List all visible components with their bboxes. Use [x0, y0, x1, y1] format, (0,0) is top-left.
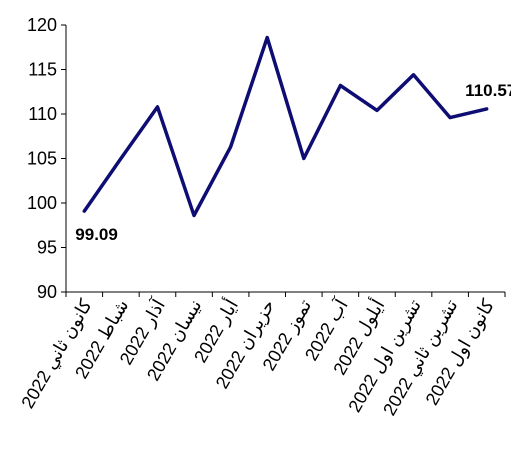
y-tick-label: 105	[27, 149, 57, 169]
y-tick-label: 100	[27, 193, 57, 213]
y-tick-label: 110	[28, 104, 57, 124]
data-point	[375, 109, 379, 112]
data-point	[119, 157, 123, 160]
data-point	[192, 214, 196, 217]
y-tick-label: 95	[37, 238, 57, 258]
data-label: 99.09	[75, 225, 118, 244]
data-point	[485, 107, 488, 111]
data-point	[83, 209, 86, 213]
y-tick-label: 90	[37, 282, 57, 302]
data-point	[229, 145, 232, 149]
data-point	[412, 73, 415, 77]
data-labels: 99.09 110.57	[75, 81, 511, 244]
data-label: 110.57	[465, 81, 511, 100]
data-point	[302, 157, 305, 160]
data-point	[448, 116, 452, 119]
series-group	[82, 35, 489, 218]
series-line	[82, 35, 489, 218]
data-point	[266, 36, 269, 39]
y-axis: 90 95 100 105 110 115 120	[27, 15, 67, 302]
data-point	[339, 84, 342, 87]
y-tick-label: 120	[27, 15, 57, 35]
data-point	[156, 105, 159, 109]
y-tick-label: 115	[28, 60, 57, 80]
